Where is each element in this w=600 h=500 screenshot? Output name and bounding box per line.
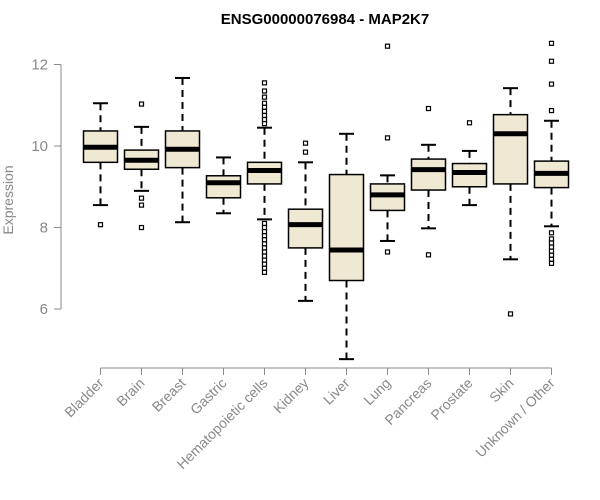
iqr-box (205, 175, 242, 199)
x-tick-label: Bladder (61, 375, 107, 421)
x-tick-label: Kidney (270, 375, 312, 417)
x-tick-label: Skin (486, 375, 517, 406)
box-breast (164, 76, 201, 224)
outlier-point (425, 252, 432, 258)
y-axis: 6 8 10 12 (31, 57, 62, 318)
outlier-point (261, 261, 268, 267)
box-pancreas (410, 105, 447, 258)
x-tick-label: Liver (320, 375, 353, 408)
outlier-point (261, 241, 268, 247)
y-tick-label: 6 (40, 301, 48, 318)
outlier-point (261, 249, 268, 255)
outlier-point (261, 108, 268, 114)
outlier-point (261, 121, 268, 127)
outlier-point (261, 253, 268, 259)
outlier-point (97, 222, 104, 228)
box-series (82, 40, 570, 361)
outlier-point (261, 112, 268, 119)
y-axis-label: Expression (0, 165, 16, 234)
outlier-point (261, 265, 268, 271)
outlier-point (425, 105, 432, 112)
outlier-point (138, 224, 145, 231)
outlier-point (138, 202, 145, 208)
outlier-point (302, 140, 309, 146)
outlier-point (548, 256, 555, 262)
iqr-box (246, 161, 283, 185)
y-tick-label: 12 (31, 57, 48, 74)
iqr-box (287, 208, 324, 249)
outlier-point (261, 229, 268, 235)
x-tick-label: Brain (113, 375, 147, 409)
outlier-point (302, 149, 309, 155)
box-gastric (205, 156, 242, 215)
y-tick-label: 10 (31, 138, 48, 155)
outlier-point (138, 195, 145, 201)
box-kidney (287, 140, 324, 302)
box-hematopoietic-cells (246, 80, 283, 275)
iqr-box (328, 173, 365, 282)
box-brain (123, 101, 160, 231)
outlier-point (548, 81, 555, 87)
y-tick-label: 8 (40, 220, 48, 237)
outlier-point (466, 120, 473, 126)
outlier-point (261, 94, 268, 100)
box-unknown-other (533, 40, 570, 266)
outlier-point (548, 248, 555, 254)
outlier-point (261, 80, 268, 86)
outlier-point (261, 100, 268, 106)
outlier-point (261, 104, 268, 110)
outlier-point (261, 116, 268, 123)
outlier-point (261, 233, 268, 239)
outlier-point (548, 244, 555, 250)
outlier-point (261, 257, 268, 263)
outlier-point (261, 88, 268, 94)
outlier-point (548, 236, 555, 242)
outlier-point (548, 260, 555, 266)
outlier-point (548, 107, 555, 114)
outlier-point (384, 43, 391, 49)
x-tick-label: Prostate (427, 375, 475, 423)
outlier-point (507, 311, 514, 317)
outlier-point (548, 40, 555, 46)
outlier-point (261, 269, 268, 275)
outlier-point (384, 135, 391, 141)
box-liver (328, 132, 365, 361)
outlier-point (548, 58, 555, 64)
box-bladder (82, 102, 119, 228)
iqr-box (492, 113, 529, 185)
outlier-point (384, 249, 391, 255)
iqr-box (451, 162, 488, 188)
x-tick-label: Lung (360, 375, 393, 408)
outlier-point (138, 101, 145, 107)
outlier-point (261, 220, 268, 227)
outlier-point (548, 252, 555, 258)
outlier-point (261, 237, 268, 243)
outlier-point (548, 240, 555, 246)
iqr-box (410, 158, 447, 191)
outlier-point (261, 245, 268, 251)
box-prostate (451, 120, 488, 207)
outlier-point (261, 224, 268, 231)
box-skin (492, 87, 529, 317)
x-tick-label: Breast (149, 375, 189, 415)
box-lung (369, 43, 406, 255)
outlier-point (548, 230, 555, 236)
chart-title: ENSG00000076984 - MAP2K7 (221, 11, 429, 28)
